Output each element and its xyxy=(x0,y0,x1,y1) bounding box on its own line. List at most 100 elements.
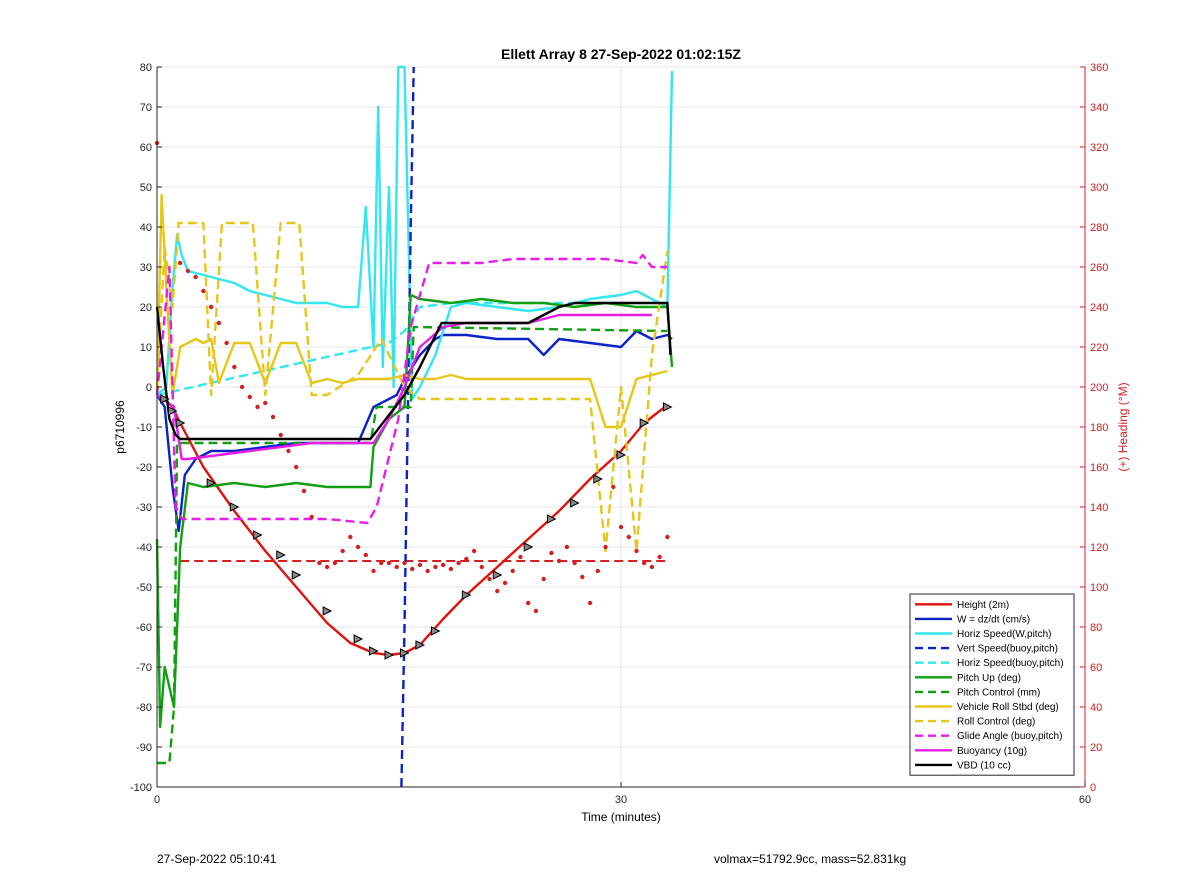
y-tick-label: 50 xyxy=(140,182,152,194)
axes: -100-90-80-70-60-50-40-30-20-10010203040… xyxy=(130,62,1108,806)
heading-dot xyxy=(417,562,423,568)
heading-dot xyxy=(178,260,183,266)
glider-marker xyxy=(523,542,534,552)
y2-tick-label: 360 xyxy=(1090,62,1108,74)
x-axis-label: Time (minutes) xyxy=(581,810,661,824)
glider-marker xyxy=(639,418,650,428)
y-tick-label: 40 xyxy=(140,222,152,234)
plot-area xyxy=(154,65,674,788)
heading-dot xyxy=(371,568,376,574)
y2-tick-label: 300 xyxy=(1090,182,1108,194)
x-tick-label: 0 xyxy=(154,794,160,806)
heading-dot xyxy=(185,268,191,274)
y-tick-label: -70 xyxy=(136,662,152,674)
heading-dot xyxy=(232,364,237,370)
heading-dot xyxy=(247,394,252,400)
heading-dot xyxy=(239,384,245,390)
legend-entry: VBD (10 cc) xyxy=(957,760,1011,771)
heading-dot xyxy=(642,560,647,566)
glider-marker xyxy=(384,650,395,660)
legend-entry: Vehicle Roll Stbd (deg) xyxy=(957,702,1059,713)
heading-dot xyxy=(448,566,454,572)
glider-marker xyxy=(570,498,580,508)
glider-marker xyxy=(546,514,557,524)
heading-dot xyxy=(348,534,353,540)
glider-marker xyxy=(593,474,603,484)
y-tick-label: -20 xyxy=(136,462,152,474)
chart-title: Ellett Array 8 27-Sep-2022 01:02:15Z xyxy=(501,46,741,62)
heading-dot xyxy=(595,568,600,574)
heading-dot xyxy=(355,544,361,550)
x-tick-label: 30 xyxy=(615,794,627,806)
heading-dot xyxy=(216,320,222,326)
series-line-7 xyxy=(155,193,668,429)
legend-entry: Height (2m) xyxy=(957,600,1009,611)
glider-marker xyxy=(430,626,441,636)
heading-dot xyxy=(533,608,539,614)
y-tick-label: -60 xyxy=(136,622,152,634)
heading-dot xyxy=(286,448,291,454)
footer-timestamp: 27-Sep-2022 05:10:41 xyxy=(157,852,277,866)
y-tick-label: 80 xyxy=(140,62,152,74)
y2-tick-label: 280 xyxy=(1090,222,1108,234)
heading-dot xyxy=(456,560,461,566)
heading-dot xyxy=(495,588,500,594)
glider-marker xyxy=(167,406,178,416)
heading-dot xyxy=(587,600,593,606)
heading-dot xyxy=(278,432,283,438)
heading-dot xyxy=(193,274,198,280)
glider-marker xyxy=(175,418,186,428)
heading-dot xyxy=(379,560,384,566)
glider-marker xyxy=(461,590,472,600)
heading-dot xyxy=(270,414,276,420)
y2-tick-label: 180 xyxy=(1090,422,1108,434)
y2-tick-label: 320 xyxy=(1090,142,1108,154)
y-tick-label: 20 xyxy=(140,302,152,314)
heading-dot xyxy=(649,564,655,570)
y-tick-label: -90 xyxy=(136,742,152,754)
legend-entry: Glide Angle (buoy,pitch) xyxy=(957,731,1062,742)
y2-tick-label: 140 xyxy=(1090,502,1108,514)
heading-dot xyxy=(263,400,268,406)
legend: Height (2m) W = dz/dt (cm/s) Horiz Speed(W… xyxy=(909,593,1075,776)
heading-dot xyxy=(549,550,554,556)
heading-dot xyxy=(363,552,368,558)
heading-dot xyxy=(556,558,562,564)
legend-entry: Pitch Control (mm) xyxy=(957,687,1040,698)
series-line-10 xyxy=(156,313,652,461)
y-tick-label: -50 xyxy=(136,582,152,594)
glider-marker xyxy=(276,550,286,560)
glider-marker xyxy=(399,648,410,658)
heading-dot xyxy=(510,568,515,574)
glider-marker xyxy=(291,570,302,580)
heading-dot xyxy=(518,554,523,560)
y-tick-label: 60 xyxy=(140,142,152,154)
y-tick-label: -30 xyxy=(136,502,152,514)
heading-dot xyxy=(208,304,214,310)
heading-dot xyxy=(301,488,307,494)
legend-entry: Horiz Speed(W,pitch) xyxy=(957,629,1051,640)
glider-marker xyxy=(206,478,217,488)
glider-marker xyxy=(369,646,379,656)
y2-tick-label: 60 xyxy=(1090,662,1102,674)
heading-dot xyxy=(541,576,546,582)
heading-dot xyxy=(433,564,438,570)
y-tick-label: -100 xyxy=(130,782,152,794)
heading-dot xyxy=(479,564,484,570)
y-tick-label: 70 xyxy=(140,102,152,114)
y2-tick-label: 340 xyxy=(1090,102,1108,114)
heading-dot xyxy=(440,562,446,568)
y-tick-label: 10 xyxy=(140,342,152,354)
heading-dot xyxy=(386,560,392,566)
y2-tick-label: 0 xyxy=(1090,782,1096,794)
heading-dot xyxy=(464,556,469,562)
legend-entry: Roll Control (deg) xyxy=(957,717,1035,728)
heading-dot xyxy=(425,568,430,574)
series-line-1 xyxy=(155,329,673,533)
heading-dot xyxy=(324,564,330,570)
heading-dot xyxy=(332,560,338,566)
y2-tick-label: 220 xyxy=(1090,342,1108,354)
heading-dot xyxy=(502,580,508,586)
glider-marker xyxy=(492,570,503,580)
